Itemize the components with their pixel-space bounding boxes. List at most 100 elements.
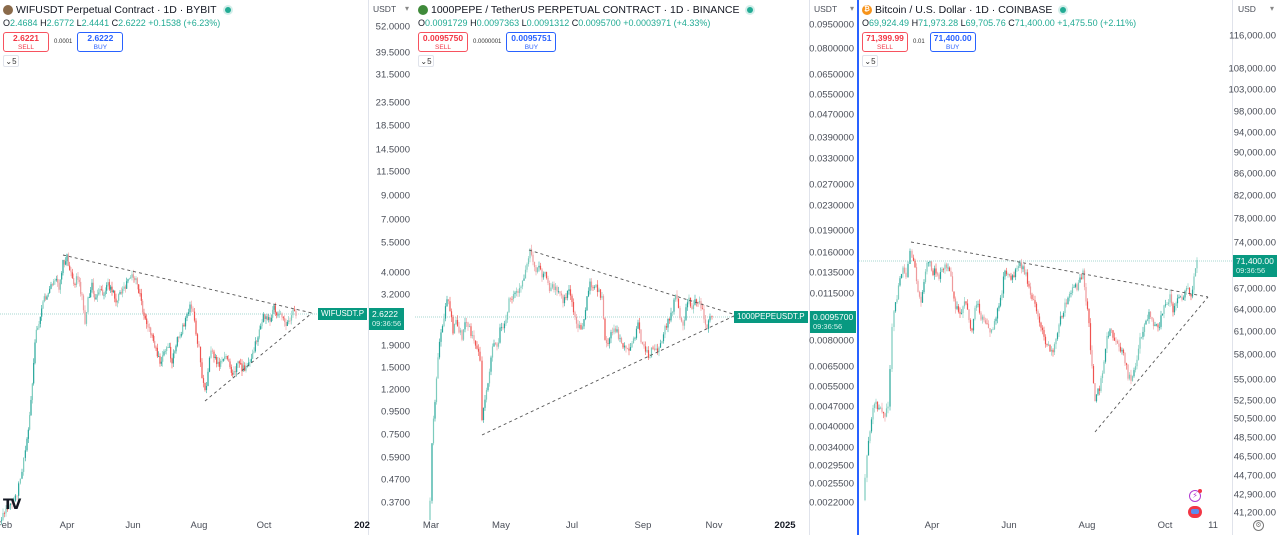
spread-value: 0.0000001 xyxy=(473,39,502,45)
indicators-collapse-button[interactable]: ⌄5 xyxy=(3,55,19,67)
price-axis-tick: 0.0080000 xyxy=(809,335,854,347)
price-axis-tick: 0.0470000 xyxy=(809,109,854,121)
price-axis-tick: 39.5000 xyxy=(375,47,410,59)
price-axis-tick: 0.0390000 xyxy=(809,132,854,144)
time-axis-tick: Mar xyxy=(422,520,440,531)
lightning-alerts-icon[interactable]: ⚡ xyxy=(1189,489,1202,502)
chart-panel-pepe[interactable]: 1000PEPE / TetherUS PERPETUAL CONTRACT ·… xyxy=(415,0,858,535)
sell-button[interactable]: 71,399.99 SELL xyxy=(862,32,908,52)
price-axis[interactable] xyxy=(1232,0,1280,535)
time-axis-tick: Aug xyxy=(190,520,208,531)
price-axis-tick: 18.5000 xyxy=(375,120,410,132)
time-axis-tick: Apr xyxy=(924,520,940,531)
price-axis-tick: 98,000.00 xyxy=(1233,106,1276,118)
currency-select[interactable]: USDT ▾ xyxy=(373,4,409,14)
market-open-status-icon xyxy=(1060,6,1067,13)
indicators-collapse-button[interactable]: ⌄5 xyxy=(862,55,878,67)
price-axis-tick: 41,200.00 xyxy=(1233,507,1276,519)
panel-divider[interactable] xyxy=(857,0,859,535)
trendline[interactable] xyxy=(1094,296,1209,433)
price-axis-tick: 74,000.00 xyxy=(1233,237,1276,249)
price-axis-tick: 82,000.00 xyxy=(1233,190,1276,202)
buy-button[interactable]: 71,400.00 BUY xyxy=(929,32,976,52)
price-axis-tick: 0.3700 xyxy=(380,497,410,509)
chart-panel-wif[interactable]: WIFUSDT Perpetual Contract · 1D · BYBIT … xyxy=(0,0,414,535)
price-axis-tick: 52.0000 xyxy=(375,21,410,33)
market-open-status-icon xyxy=(747,6,754,13)
time-axis-tick: Apr xyxy=(59,520,75,531)
price-axis-tick: 0.0550000 xyxy=(809,89,854,101)
chart-legend: WIFUSDT Perpetual Contract · 1D · BYBIT … xyxy=(3,3,231,67)
chart-panel-btc[interactable]: ₿ Bitcoin / U.S. Dollar · 1D · COINBASE … xyxy=(859,0,1280,535)
price-axis-tick: 44,700.00 xyxy=(1233,470,1276,482)
pepe-coin-icon xyxy=(418,4,428,15)
time-axis-tick: Feb xyxy=(0,520,13,531)
buy-button[interactable]: 2.6222 BUY xyxy=(77,32,124,52)
price-axis-tick: 86,000.00 xyxy=(1233,168,1276,180)
price-axis-tick: 0.4700 xyxy=(380,474,410,486)
chart-settings-icon[interactable]: ⚙ xyxy=(1253,520,1264,531)
trendline[interactable] xyxy=(910,241,1209,298)
symbol-title[interactable]: 1000PEPE / TetherUS PERPETUAL CONTRACT ·… xyxy=(431,3,740,16)
price-axis-tick: 42,900.00 xyxy=(1233,489,1276,501)
price-axis-tick: 1.5000 xyxy=(380,362,410,374)
price-axis-tick: 67,000.00 xyxy=(1233,283,1276,295)
sell-button[interactable]: 2.6221 SELL xyxy=(3,32,49,52)
price-axis-tick: 58,000.00 xyxy=(1233,349,1276,361)
chart-legend: 1000PEPE / TetherUS PERPETUAL CONTRACT ·… xyxy=(418,3,754,67)
time-axis-tick: Oct xyxy=(1157,520,1173,531)
bitcoin-icon: ₿ xyxy=(862,4,872,15)
time-axis-tick: 11 xyxy=(1208,520,1218,531)
time-axis-tick: Aug xyxy=(1078,520,1096,531)
trendline[interactable] xyxy=(62,254,313,314)
candlestick-chart-pepe[interactable] xyxy=(415,0,809,535)
symbol-title[interactable]: WIFUSDT Perpetual Contract · 1D · BYBIT xyxy=(16,3,217,16)
trendline[interactable] xyxy=(528,249,737,316)
sell-button[interactable]: 0.0095750 SELL xyxy=(418,32,468,52)
price-axis-tick: 0.0034000 xyxy=(809,442,854,454)
buy-button[interactable]: 0.0095751 BUY xyxy=(506,32,557,52)
price-axis-tick: 116,000.00 xyxy=(1229,30,1276,42)
price-axis-tick: 46,500.00 xyxy=(1233,451,1276,463)
currency-select[interactable]: USD ▾ xyxy=(1238,4,1274,14)
tradingview-logo[interactable]: TV xyxy=(3,497,21,513)
price-axis-tick: 7.0000 xyxy=(380,214,410,226)
price-axis-tick: 48,500.00 xyxy=(1233,432,1276,444)
candlestick-chart-wif[interactable] xyxy=(0,0,368,535)
price-axis[interactable] xyxy=(368,0,414,535)
price-axis-tick: 23.5000 xyxy=(375,97,410,109)
time-axis-tick: Oct xyxy=(256,520,272,531)
us-flag-icon[interactable] xyxy=(1188,506,1202,518)
price-axis-tick: 0.7500 xyxy=(380,429,410,441)
price-axis-tick: 0.0065000 xyxy=(809,361,854,373)
price-axis-tick: 64,000.00 xyxy=(1233,304,1276,316)
time-axis-tick: Jul xyxy=(565,520,579,531)
price-axis-tick: 0.0950000 xyxy=(809,19,854,31)
currency-select[interactable]: USDT ▾ xyxy=(814,4,854,14)
indicators-collapse-button[interactable]: ⌄5 xyxy=(418,55,434,67)
trendline[interactable] xyxy=(481,314,737,436)
spread-value: 0.01 xyxy=(913,39,925,45)
ohlc-values: O2.4684 H2.6772 L2.4441 C2.6222 +0.1538 … xyxy=(3,18,221,28)
price-axis-tick: 94,000.00 xyxy=(1233,127,1276,139)
price-axis-tick: 0.0330000 xyxy=(809,153,854,165)
price-axis-tick: 90,000.00 xyxy=(1233,147,1276,159)
price-axis-tick: 0.0055000 xyxy=(809,381,854,393)
price-axis-tick: 0.0190000 xyxy=(809,225,854,237)
wif-coin-icon xyxy=(3,4,13,15)
price-axis-tick: 0.0135000 xyxy=(809,267,854,279)
price-axis[interactable] xyxy=(809,0,858,535)
price-axis-tick: 52,500.00 xyxy=(1233,395,1276,407)
symbol-price-tag: 1000PEPEUSDT.P xyxy=(734,311,808,323)
trendline[interactable] xyxy=(204,312,313,402)
candlestick-chart-btc[interactable] xyxy=(859,0,1232,535)
price-axis-tick: 0.0230000 xyxy=(809,200,854,212)
ohlc-values: O0.0091729 H0.0097363 L0.0091312 C0.0095… xyxy=(418,18,711,28)
time-axis-tick: 2025 xyxy=(774,520,796,531)
price-axis-tick: 31.5000 xyxy=(375,69,410,81)
symbol-title[interactable]: Bitcoin / U.S. Dollar · 1D · COINBASE xyxy=(875,3,1053,16)
price-axis-tick: 0.0040000 xyxy=(809,421,854,433)
chart-legend: ₿ Bitcoin / U.S. Dollar · 1D · COINBASE … xyxy=(862,3,1136,67)
price-axis-tick: 1.2000 xyxy=(380,384,410,396)
price-axis-tick: 4.0000 xyxy=(380,267,410,279)
